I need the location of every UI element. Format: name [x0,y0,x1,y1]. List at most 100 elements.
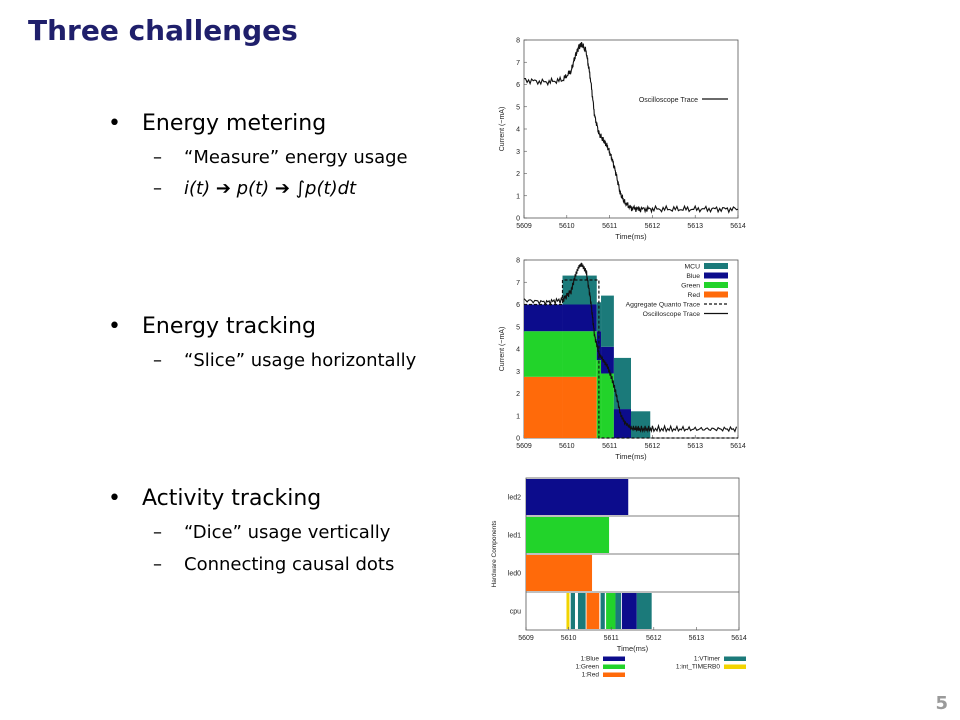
y-tick-label: 7 [516,60,520,67]
dash-icon: – [153,554,162,575]
sub-bullet-text: “Dice” usage vertically [184,522,391,543]
x-axis-label: Time(ms) [615,232,647,241]
legend-label: Aggregate Quanto Trace [626,302,701,309]
legend-label: 1:int_TIMERB0 [676,664,720,671]
page-number: 5 [935,693,948,714]
series-aggregate-quanto-trace [524,279,738,439]
legend-label: 1:Green [576,664,600,671]
dash-icon: – [153,147,162,168]
legend-swatch [603,656,625,661]
y-tick-label: 3 [516,369,520,376]
y-tick-label: 0 [516,436,520,443]
x-tick-label: 5612 [645,223,661,230]
gantt-bar-cpu [577,593,586,629]
bullet-heading: Activity tracking [142,486,322,511]
bullet-dot-icon: • [108,486,121,511]
x-tick-label: 5612 [645,443,661,450]
x-tick-label: 5614 [730,223,746,230]
gantt-bar-cpu [570,593,575,629]
x-tick-label: 5611 [602,443,617,450]
bullet-heading: Energy tracking [142,314,317,339]
y-axis-label: Current (~mA) [499,327,506,372]
y-tick-label: 2 [516,391,520,398]
legend-swatch [704,291,728,298]
x-tick-label: 5610 [559,223,575,230]
legend-swatch [704,282,728,288]
legend-label: 1:Blue [581,656,600,663]
y-tick-label: 5 [516,324,520,331]
x-tick-label: 5609 [516,223,532,230]
bar-segment-mcu [631,411,651,438]
row-label: led1 [508,533,521,540]
gantt-bar-cpu [636,593,652,629]
y-tick-label: 7 [516,280,520,287]
sub-bullet-text: “Slice” usage horizontally [184,350,417,371]
bar-segment-red [524,376,563,438]
legend-label: Oscilloscope Trace [643,311,701,318]
y-axis-label: Current (~mA) [499,107,506,152]
legend-swatch [724,656,746,661]
x-tick-label: 5613 [689,635,705,642]
y-axis-label: Hardware Components [491,520,498,588]
bar-segment-blue [562,304,597,332]
x-tick-label: 5610 [561,635,577,642]
y-tick-label: 4 [516,127,520,134]
row-label: led2 [508,495,521,502]
legend-label: 1:Red [582,672,600,679]
x-tick-label: 5609 [518,635,534,642]
x-tick-label: 5613 [687,223,703,230]
bar-segment-red [562,376,597,438]
gantt-bar-led1 [526,517,610,553]
bar-segment-green [596,360,602,438]
legend-label: Red [688,292,701,299]
bar-segment-blue [613,409,631,438]
chart-quanto-breakdown: 5609 5610 5611 5612 5613 5614 Time(ms) 0 1 2 3 4 5 6 7… [499,258,746,462]
bar-segment-blue [524,304,563,332]
y-tick-label: 8 [516,258,520,265]
row-label: cpu [510,609,521,616]
series-oscilloscope-trace [523,261,738,434]
chart-oscilloscope: 5609 5610 5611 5612 5613 5614 Time(ms) 0 1 2 3 4 5 6 7… [499,38,746,242]
y-tick-label: 1 [516,193,520,200]
gantt-bar-cpu [606,593,616,629]
x-axis-label: Time(ms) [615,452,647,461]
x-tick-label: 5614 [731,635,747,642]
row-label: led0 [508,571,521,578]
y-tick-label: 6 [516,302,520,309]
x-tick-label: 5613 [687,443,703,450]
legend-label: 1:VTimer [694,656,721,663]
y-tick-label: 6 [516,82,520,89]
y-tick-label: 5 [516,104,520,111]
y-tick-label: 0 [516,216,520,223]
bullet-dot-icon: • [108,314,121,339]
chart-activity-gantt: led2 led1 led0 cpu 5609 5610 5611 5612 5613 5614 T… [491,477,747,679]
sub-bullet-text: “Measure” energy usage [184,147,408,168]
x-tick-label: 5614 [730,443,746,450]
bar-segment-green [524,331,563,377]
legend-swatch [704,272,728,279]
sub-bullet-text: i(t) ➔ p(t) ➔ ∫p(t)dt [184,178,357,199]
y-tick-label: 2 [516,171,520,178]
bar-segment-green [562,331,597,377]
y-tick-label: 4 [516,347,520,354]
dash-icon: – [153,178,162,199]
slide-title: Three challenges [28,14,298,47]
dash-icon: – [153,522,162,543]
plot-frame [523,39,739,219]
legend-label: Blue [686,273,700,280]
y-tick-label: 8 [516,38,520,45]
x-tick-label: 5609 [516,443,532,450]
legend-label: Oscilloscope Trace [639,97,698,104]
bar-segment-mcu [601,295,614,347]
x-tick-label: 5612 [646,635,662,642]
legend-swatch [704,263,728,269]
legend-label: MCU [685,264,701,271]
sub-bullet-text: Connecting causal dots [184,554,395,575]
gantt-bar-cpu [600,593,605,629]
x-tick-label: 5611 [604,635,619,642]
gantt-bar-cpu [615,593,621,629]
y-tick-label: 1 [516,413,520,420]
bar-segment-mcu [613,357,631,410]
dash-icon: – [153,350,162,371]
x-tick-label: 5610 [559,443,575,450]
